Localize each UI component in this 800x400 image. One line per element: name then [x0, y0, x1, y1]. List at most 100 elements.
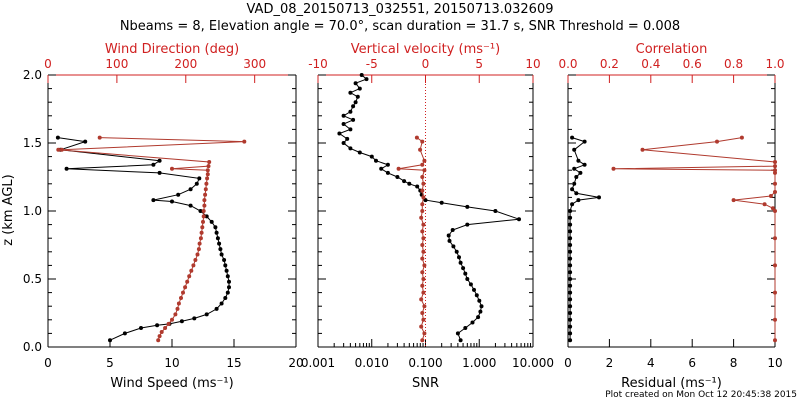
black-series-point — [225, 290, 230, 295]
red-series-point — [159, 330, 164, 334]
black-series-point — [568, 338, 573, 343]
red-series-point — [768, 194, 773, 198]
black-series-point — [568, 249, 573, 254]
black-series-point — [223, 263, 228, 268]
black-series-point — [568, 236, 573, 241]
black-series-point — [359, 73, 364, 77]
red-series-point — [422, 331, 427, 336]
red-series-point — [204, 181, 209, 186]
x-tick-label: 4 — [647, 356, 655, 370]
red-series-point — [183, 285, 188, 290]
black-series-point — [407, 181, 412, 186]
red-series-point — [773, 164, 777, 169]
red-series-point — [181, 290, 185, 295]
black-series-point — [568, 283, 573, 288]
red-series-point — [166, 321, 171, 326]
red-series-point — [421, 181, 426, 186]
red-series-point — [187, 274, 192, 279]
red-series-line — [398, 137, 426, 341]
black-series-point — [568, 263, 573, 268]
red-series-point — [175, 306, 180, 311]
black-series-point — [478, 309, 483, 314]
black-series-point — [379, 166, 384, 171]
black-series-point — [151, 198, 156, 203]
black-series-point — [568, 256, 573, 261]
red-series-point — [422, 263, 427, 268]
red-series-point — [731, 198, 736, 203]
black-series-point — [155, 323, 160, 328]
black-series-point — [188, 187, 193, 192]
black-series-point — [468, 282, 473, 287]
red-series-point — [56, 147, 61, 152]
black-series-point — [568, 270, 573, 275]
red-series-point — [157, 334, 162, 339]
red-series-point — [196, 247, 201, 252]
black-series-point — [224, 268, 229, 273]
red-series-point — [242, 139, 247, 144]
black-series-point — [450, 228, 455, 232]
x-tick-label: 0.001 — [301, 356, 335, 370]
black-series-point — [170, 199, 174, 204]
black-series-point — [355, 94, 360, 99]
black-series-point — [227, 279, 231, 284]
x-tick-label: 0.010 — [355, 356, 389, 370]
red-series-point — [420, 202, 425, 207]
red-series-point — [420, 338, 425, 343]
black-series-point — [353, 100, 358, 105]
red-series-point — [773, 160, 777, 164]
x-tick-label: 2 — [606, 356, 614, 370]
black-series-point — [597, 195, 601, 200]
black-series-point — [415, 184, 420, 189]
red-series-point — [762, 202, 767, 207]
red-series-point — [420, 243, 425, 247]
black-series-point — [476, 315, 481, 320]
x-tick-label: 0 — [564, 356, 572, 370]
x-tick-label: 20 — [288, 356, 303, 370]
black-series-point — [517, 217, 521, 222]
red-series-point — [207, 160, 212, 164]
black-series-point — [227, 285, 231, 290]
red-series-point — [420, 162, 425, 167]
panel-snr-vertical-velocity: 0.001 0.010 0.100 1.000 10.000 SNR -10 -5 0 5 10 Ve… — [301, 42, 554, 391]
red-series-point — [773, 338, 777, 343]
red-series-point — [206, 164, 211, 169]
black-series-point — [192, 316, 197, 321]
black-series-point — [463, 326, 468, 330]
x-tick-label: 10.000 — [512, 356, 554, 370]
black-series-point — [582, 139, 587, 144]
red-series-point — [739, 135, 744, 140]
red-series-point — [419, 215, 424, 220]
x-tick-label: 1.000 — [462, 356, 496, 370]
y-tick-label: 1.0 — [23, 204, 42, 218]
red-series-point — [173, 312, 178, 317]
black-series-point — [568, 222, 573, 227]
bottom-axis-label: Wind Speed (ms⁻¹) — [110, 376, 233, 391]
red-series-point — [418, 147, 423, 152]
black-series-point — [157, 158, 162, 163]
footer-text: Plot created on Mon Oct 12 20:45:38 2015 — [605, 390, 797, 400]
black-series-point — [568, 215, 573, 220]
black-series-point — [179, 319, 184, 324]
red-series-point — [773, 263, 777, 268]
black-series-point — [348, 127, 353, 132]
top-tick-label: 200 — [174, 57, 197, 71]
black-series-point — [454, 249, 459, 254]
black-series-point — [188, 203, 193, 208]
red-series-point — [179, 296, 183, 300]
black-series-point — [576, 198, 581, 203]
black-series-point — [570, 135, 575, 140]
black-series-point — [369, 154, 374, 159]
black-series-point — [465, 222, 470, 227]
x-tick-label: 6 — [688, 356, 696, 370]
black-series-point — [568, 331, 573, 336]
red-series-point — [202, 203, 207, 208]
black-series-point — [568, 317, 573, 322]
red-series-point — [201, 219, 205, 224]
black-series-point — [341, 122, 346, 126]
black-series-point — [218, 247, 223, 252]
top-axis-label: Correlation — [636, 42, 708, 57]
red-series-point — [176, 301, 181, 306]
red-series-point — [421, 317, 426, 322]
bottom-axis-label: SNR — [412, 376, 439, 391]
